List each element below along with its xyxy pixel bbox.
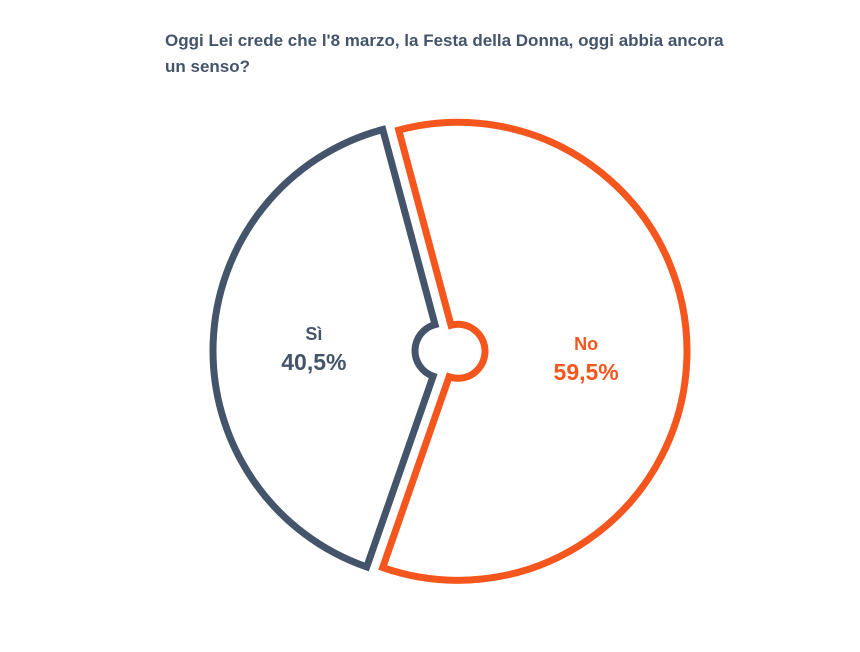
slice-category-label: No (574, 334, 598, 354)
pie-slice-no (378, 118, 691, 584)
slice-value-label: 40,5% (281, 349, 346, 375)
pie-slices (209, 118, 691, 584)
pie-labels: No 59,5% Sì 40,5% (281, 324, 619, 385)
pie-slice-si (209, 125, 440, 572)
slice-value-label: 59,5% (554, 359, 619, 385)
chart-title: Oggi Lei crede che l'8 marzo, la Festa d… (165, 31, 724, 76)
slice-category-label: Sì (305, 324, 322, 344)
